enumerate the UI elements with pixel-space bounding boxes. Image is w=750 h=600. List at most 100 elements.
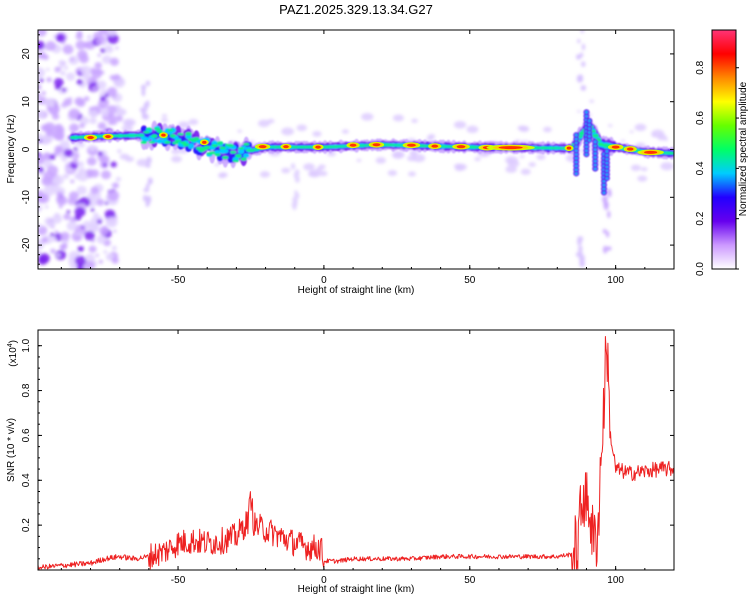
noise-blob [60,70,66,76]
y-tick-label: 1.0 [21,338,32,352]
y-tick-label: 0.2 [21,518,32,532]
ridge-blob [587,123,591,127]
noise-blob [146,100,150,108]
snr-series [38,336,674,570]
noise-blob [640,167,648,172]
y-tick-label: 0.6 [21,428,32,442]
snr-y-scale-base: (x10 [8,347,19,367]
noise-blob [576,110,581,113]
noise-blob [80,65,92,76]
noise-blob [76,185,87,195]
noise-blob [602,195,608,204]
noise-blob [97,53,101,57]
noise-blob [603,201,609,207]
noise-blob [58,204,63,209]
noise-blob [102,41,108,46]
noise-blob [38,255,48,265]
ridge-blob [243,153,250,158]
ridge-blob [214,153,221,157]
noise-blob [38,84,42,90]
ridge-blob [574,137,578,141]
noise-blob [107,86,118,97]
noise-blob [660,162,674,171]
noise-blob [605,230,610,238]
noise-blob [76,30,83,37]
noise-blob [91,69,102,79]
noise-blob [81,226,85,229]
noise-blob [74,255,87,266]
x-tick-label: 50 [464,275,476,286]
colorbar-gradient [711,29,737,270]
spectrogram-frame [37,29,675,270]
ridge-blob [169,134,176,138]
ridge-blob [574,133,578,137]
noise-blob [77,161,85,168]
noise-blob [607,210,611,219]
noise-blob [387,170,398,176]
peak-blob [456,145,466,149]
ridge-blob [138,134,145,137]
noise-blob [143,187,150,193]
colorbar-ticks: 0.0 0.2 0.4 0.6 0.8 [695,60,739,276]
ridge-blob [185,131,192,136]
ridge-blob [574,156,578,160]
noise-blob [411,118,418,123]
noise-blob [146,156,152,164]
noise-blob [109,57,119,66]
colorbar-tick-label: 0.4 [695,161,706,175]
noise-blob [308,170,319,178]
noise-blob [657,134,668,141]
noise-blob [100,108,110,117]
noise-blob [63,98,73,106]
noise-blob [101,170,112,180]
noise-blob [41,91,46,96]
noise-blob [140,84,147,91]
noise-blob [44,204,49,209]
noise-blob [629,130,634,133]
noise-blob [78,141,85,148]
spectrogram-y-label: Frequency (Hz) [6,115,17,184]
noise-blob [142,194,148,202]
noise-blob [453,120,467,129]
noise-blob [90,208,95,212]
peak-blob [283,145,289,149]
noise-blob [85,261,95,269]
snr-panel: -50 0 50 100 0.2 0.4 0.6 0.8 1.0 Height of stra… [6,329,675,595]
noise-blob [602,229,607,234]
noise-blob [96,219,103,224]
noise-blob [375,157,387,164]
noise-blob [83,41,91,49]
ridge-blob [585,110,588,114]
noise-blob [111,245,117,251]
noise-blob [79,123,85,129]
noise-blob [53,78,64,87]
noise-blob [45,129,54,137]
noise-blob [581,61,586,67]
noise-blob [44,153,49,159]
noise-blob [52,174,64,186]
noise-blob [55,33,66,42]
noise-blob [361,112,374,121]
ridge-blob [229,150,237,154]
noise-blob [83,96,90,102]
snr-line [38,336,674,570]
noise-blob [47,220,56,228]
ridge-blob [593,155,597,159]
noise-blob [113,229,117,233]
noise-blob [70,57,75,62]
peak-blob [644,150,658,154]
ridge-blob [227,144,234,148]
noise-blob [102,163,107,167]
noise-blob [141,89,146,97]
ridge-blob [587,126,591,131]
noise-blob [38,92,41,98]
noise-blob [103,250,108,254]
snr-y-scale-exponent: 4 [7,343,14,347]
noise-blob [161,118,169,123]
ridge-blob [574,167,578,172]
noise-blob [634,123,647,132]
ridge-blob [214,150,221,155]
x-tick-label: -50 [171,275,186,286]
ridge-blob [187,143,195,149]
noise-blob [630,164,642,171]
